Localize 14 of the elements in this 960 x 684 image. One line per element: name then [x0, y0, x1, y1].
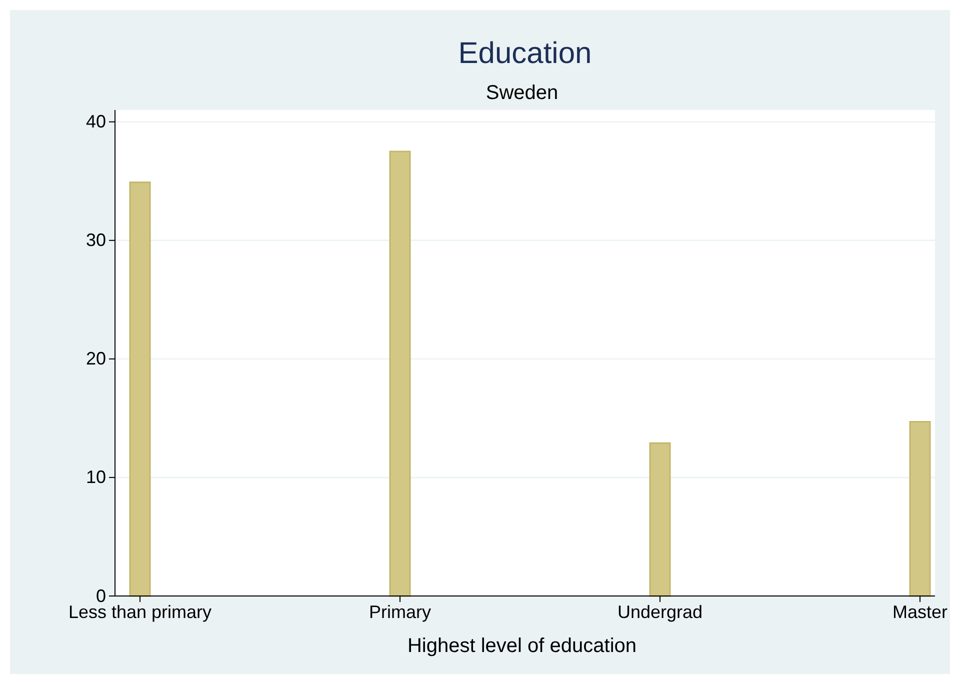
bar	[129, 182, 151, 597]
bar	[389, 150, 411, 597]
x-tick-label: Undergrad	[617, 602, 703, 622]
y-tick-label: 10	[86, 467, 106, 488]
bar	[909, 421, 931, 597]
x-tick-label: Primary	[369, 602, 431, 622]
y-tick-label: 40	[86, 112, 106, 132]
chart-subtitle: Sweden	[486, 82, 558, 104]
x-axis-title: Highest level of education	[407, 635, 637, 657]
y-tick-label: 20	[86, 348, 106, 369]
chart-title: Education	[458, 37, 592, 70]
bar	[649, 442, 671, 597]
y-tick-label: 30	[86, 230, 106, 250]
x-tick-label: Master	[892, 602, 948, 622]
